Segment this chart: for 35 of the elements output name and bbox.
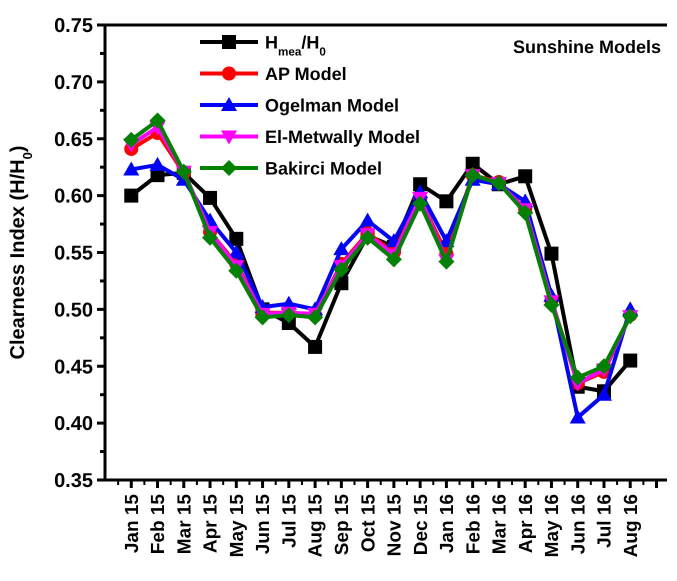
x-tick-label: Dec 15 xyxy=(410,494,432,556)
y-tick-label: 0.60 xyxy=(54,186,93,208)
y-tick-label: 0.50 xyxy=(54,299,93,322)
y-tick-label: 0.55 xyxy=(54,242,93,264)
annotation: Sunshine Models xyxy=(512,37,661,57)
x-tick-label: Aug 16 xyxy=(620,494,642,558)
y-tick-label: 0.65 xyxy=(54,128,93,151)
x-tick-label: Apr 15 xyxy=(200,494,222,554)
y-tick-label: 0.35 xyxy=(54,470,93,492)
x-tick-label: Jul 16 xyxy=(594,494,616,548)
x-tick-label: Jul 15 xyxy=(279,494,300,548)
x-tick-label: May 16 xyxy=(542,494,564,558)
y-tick-label: 0.40 xyxy=(54,413,93,436)
x-tick-label: Jun 15 xyxy=(253,494,274,554)
y-tick-label: 0.70 xyxy=(54,72,93,94)
x-tick-label: Nov 15 xyxy=(384,494,406,556)
legend-label: AP Model xyxy=(265,64,347,84)
y-tick-label: 0.45 xyxy=(54,356,93,378)
x-tick-label: Jan 15 xyxy=(122,494,143,554)
x-tick-label: Feb 15 xyxy=(148,494,170,554)
x-tick-label: Mar 15 xyxy=(174,494,196,554)
legend-label: El-Metwally Model xyxy=(265,126,420,147)
legend-label: Ogelman Model xyxy=(265,95,400,116)
legend-label: Bakirci Model xyxy=(265,158,382,178)
x-tick-label: Apr 16 xyxy=(516,494,537,554)
y-tick-label: 0.75 xyxy=(54,15,93,37)
x-tick-label: Aug 15 xyxy=(306,494,327,558)
legend-label: H$_{mea}$/H$_{0}$ xyxy=(265,32,326,58)
x-tick-label: May 15 xyxy=(226,494,248,558)
x-tick-label: Sep 15 xyxy=(332,494,354,556)
x-tick-label: Jun 16 xyxy=(568,494,590,554)
x-tick-label: Oct 15 xyxy=(358,494,380,552)
x-tick-label: Mar 16 xyxy=(490,494,511,554)
x-tick-label: Jan 16 xyxy=(437,494,458,554)
x-tick-label: Feb 16 xyxy=(463,494,484,554)
